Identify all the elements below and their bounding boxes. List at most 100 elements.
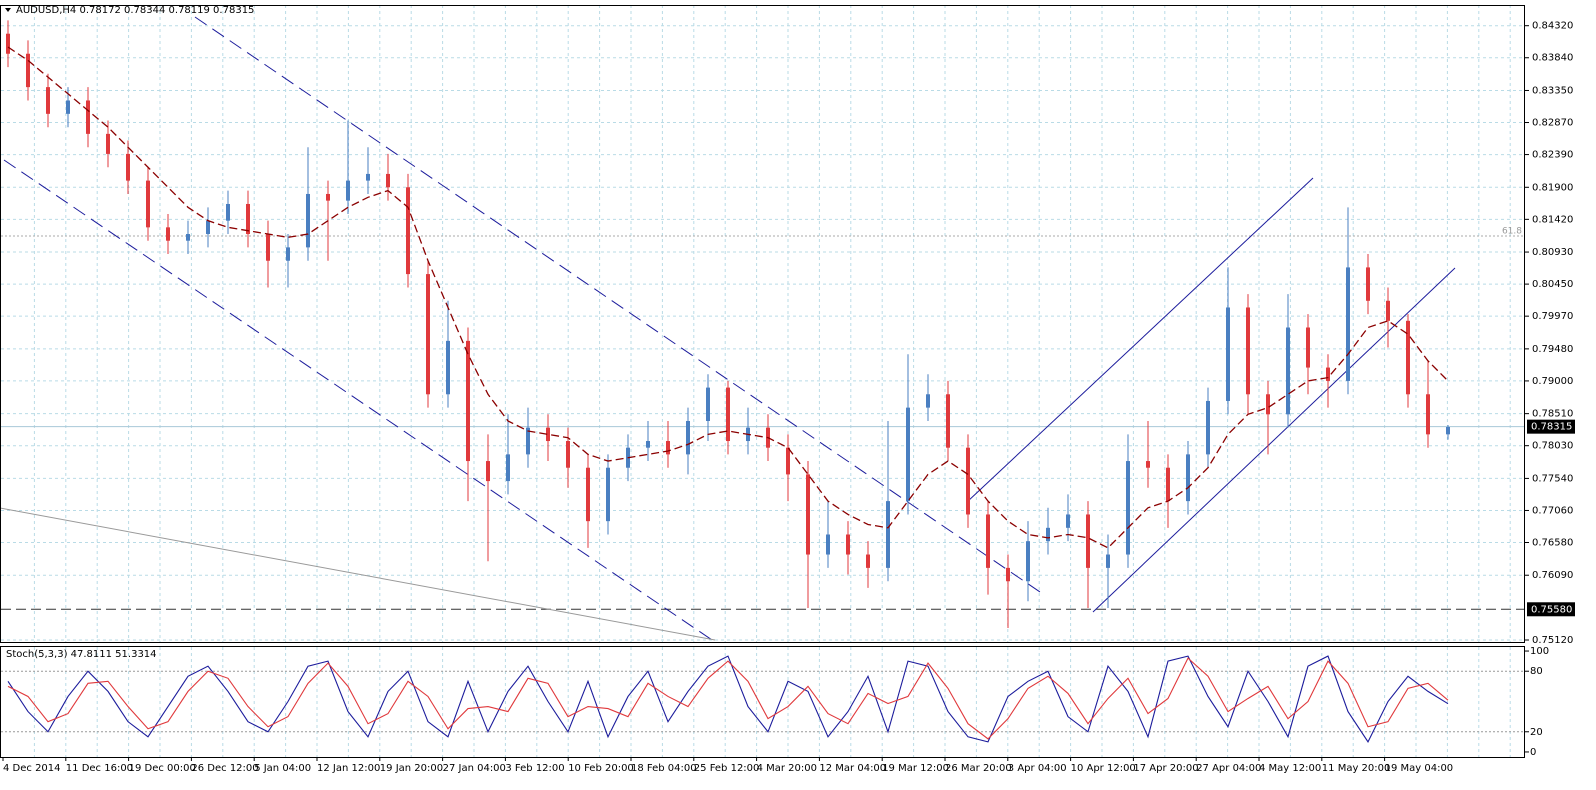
y-tick-label: 0.82390	[1532, 150, 1573, 161]
x-tick-label: 3 Apr 04:00	[1008, 763, 1067, 774]
y-tick-label: 0.76090	[1532, 570, 1573, 581]
y-tick-label: 0.75120	[1532, 635, 1573, 646]
candle-body	[546, 427, 550, 442]
candle-body	[806, 474, 810, 555]
current-price-label: 0.78315	[1531, 422, 1572, 433]
moving-average	[7, 46, 1449, 549]
y-tick-label: 0.83350	[1532, 85, 1573, 96]
trend-lines	[0, 16, 1456, 643]
y-tick-label: 0.76580	[1532, 538, 1573, 549]
stochastic-line	[7, 657, 1449, 740]
candle-body	[826, 534, 830, 555]
stochastic-line	[7, 655, 1449, 743]
candle-body	[1206, 400, 1210, 455]
x-tick-label: 10 Apr 12:00	[1071, 763, 1136, 774]
candle-body	[1386, 300, 1390, 321]
y2-tick-label: 0	[1530, 747, 1536, 758]
candle-body	[226, 203, 230, 221]
candle-body	[306, 193, 310, 248]
y-tick-label: 0.82870	[1532, 118, 1573, 129]
candle-body	[866, 554, 870, 568]
current-price-box	[1527, 419, 1575, 434]
x-tick-label: 11 May 20:00	[1322, 763, 1391, 774]
candle-body	[1446, 426, 1450, 435]
candle-body	[526, 427, 530, 455]
candle-body	[1006, 567, 1010, 582]
candle-body	[166, 227, 170, 241]
main-frame	[0, 5, 1525, 643]
x-tick-label: 12 Jan 12:00	[317, 763, 380, 774]
y-tick-label: 0.81900	[1532, 182, 1573, 193]
candle-body	[786, 447, 790, 475]
y2-tick-label: 100	[1530, 646, 1549, 657]
candle-body	[1046, 527, 1050, 542]
candle-body	[906, 407, 910, 502]
y-tick-label: 0.77540	[1532, 473, 1573, 484]
candle-body	[486, 461, 490, 482]
candle-body	[846, 534, 850, 555]
indicator-title: Stoch(5,3,3) 47.8111 51.3314	[6, 649, 157, 660]
x-tick-label: 4 May 12:00	[1259, 763, 1321, 774]
candle-body	[1266, 394, 1270, 415]
menu-arrow[interactable]	[5, 8, 11, 12]
y-tick-label: 0.80450	[1532, 279, 1573, 290]
x-tick-label: 4 Mar 20:00	[757, 763, 817, 774]
candle-body	[1426, 394, 1430, 435]
candle-body	[566, 441, 570, 468]
x-tick-label: 26 Dec 12:00	[191, 763, 258, 774]
candle-body	[46, 87, 50, 114]
candle-body	[1026, 541, 1030, 582]
level-label: 0.75580	[1531, 604, 1572, 615]
candle-body	[1086, 514, 1090, 568]
candle-body	[146, 180, 150, 228]
candle-body	[26, 53, 30, 88]
x-tick-label: 25 Feb 12:00	[694, 763, 760, 774]
y-tick-label: 0.84320	[1532, 21, 1573, 32]
candle-body	[886, 501, 890, 568]
y-tick-label: 0.78510	[1532, 409, 1573, 420]
candle-body	[926, 394, 930, 408]
x-tick-label: 17 Apr 20:00	[1133, 763, 1198, 774]
y-tick-label: 0.79000	[1532, 376, 1573, 387]
trend-line	[3, 159, 716, 643]
candle-body	[606, 467, 610, 522]
indicator-frame	[0, 646, 1525, 758]
candle-body	[126, 153, 130, 181]
candle-body	[426, 274, 430, 395]
candle-body	[366, 173, 370, 181]
x-tick-label: 4 Dec 2014	[3, 763, 61, 774]
x-tick-label: 18 Feb 04:00	[631, 763, 697, 774]
candle-body	[86, 100, 90, 134]
candle-body	[1146, 461, 1150, 468]
candle-body	[1346, 267, 1350, 381]
x-tick-label: 19 Jan 20:00	[380, 763, 443, 774]
candle-body	[1186, 454, 1190, 502]
candle-body	[586, 467, 590, 522]
candle-body	[1166, 467, 1170, 502]
candle-body	[1246, 307, 1250, 395]
candle-body	[466, 340, 470, 462]
y-tick-label: 0.77060	[1532, 505, 1573, 516]
candle-body	[266, 234, 270, 261]
candle-body	[286, 247, 290, 261]
y-tick-label: 0.79970	[1532, 311, 1573, 322]
y-tick-label: 0.81420	[1532, 214, 1573, 225]
y-tick-label: 0.79480	[1532, 344, 1573, 355]
trend-line	[194, 16, 1041, 593]
candle-body	[406, 187, 410, 275]
level-label-box	[1527, 602, 1575, 617]
y-tick-label: 0.80930	[1532, 247, 1573, 258]
candle-body	[666, 441, 670, 455]
x-tick-label: 19 Mar 12:00	[882, 763, 949, 774]
candle-body	[1286, 327, 1290, 415]
candle-body	[446, 340, 450, 395]
y2-tick-label: 80	[1530, 666, 1543, 677]
candle-body	[1406, 320, 1410, 395]
candle-body	[1226, 307, 1230, 401]
candle-body	[706, 387, 710, 421]
candle-body	[6, 33, 10, 54]
candle-body	[386, 173, 390, 188]
candle-body	[506, 454, 510, 482]
fib-label: 61.8	[1502, 227, 1522, 237]
